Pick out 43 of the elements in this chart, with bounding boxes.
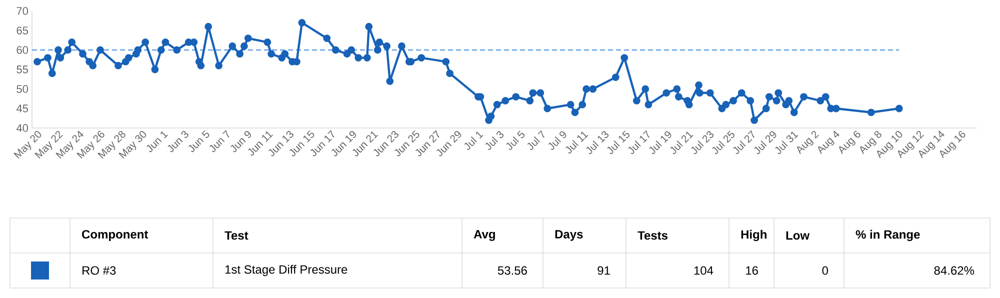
- text: Low: [786, 231, 810, 240]
- text: % in Range: [856, 230, 920, 242]
- x-tick-label: Jul 15: [607, 130, 630, 154]
- y-tick-label: 65: [16, 26, 28, 34]
- text: 16: [746, 266, 758, 275]
- x-tick-label: Jul 1: [464, 132, 484, 150]
- x-tick-label: Jul 31: [775, 132, 798, 154]
- x-tick-label: Jul 25: [712, 130, 734, 154]
- text: 1st Stage Diff Pressure: [225, 264, 348, 276]
- x-tick-label: Aug 4: [818, 130, 840, 154]
- x-tick-label: Jul 13: [586, 131, 609, 154]
- text: Avg: [474, 230, 495, 241]
- y-tick-label: 40: [16, 124, 28, 132]
- x-tick-label: Jun 3: [168, 130, 188, 152]
- text: 91: [598, 266, 610, 275]
- text: 84.62%: [934, 266, 974, 275]
- y-tick-label: 55: [16, 66, 28, 74]
- x-tick-label: Jun 5: [188, 130, 210, 152]
- text: 0: [822, 266, 828, 275]
- text: Days: [555, 230, 583, 241]
- y-tick-label: 50: [16, 85, 28, 93]
- x-tick-label: Jul 27: [733, 130, 754, 154]
- x-tick-label: Jul 3: [485, 131, 504, 150]
- text: 104: [694, 266, 714, 275]
- x-tick-label: Jul 5: [506, 130, 524, 150]
- text: Tests: [638, 231, 668, 240]
- x-tick-label: Jun 1: [146, 131, 168, 152]
- x-tick-label: Aug 2: [797, 130, 820, 154]
- x-tick-label: Jul 17: [628, 130, 650, 154]
- y-tick-label: 45: [16, 104, 28, 112]
- text: Test: [224, 231, 248, 240]
- x-tick-label: Jul 19: [649, 131, 672, 154]
- x-tick-label: Jul 23: [691, 131, 714, 154]
- text: 53.56: [498, 266, 527, 275]
- x-tick-label: Jul 9: [548, 131, 566, 150]
- x-tick-label: Jul 7: [527, 130, 544, 150]
- y-tick-label: 70: [16, 7, 28, 15]
- text: RO #3: [82, 266, 116, 275]
- x-tick-label: Jun 7: [210, 130, 230, 152]
- text: Component: [82, 230, 148, 241]
- text: High: [741, 230, 766, 242]
- x-tick-label: Jul 29: [754, 131, 776, 154]
- y-tick-label: 60: [16, 46, 28, 54]
